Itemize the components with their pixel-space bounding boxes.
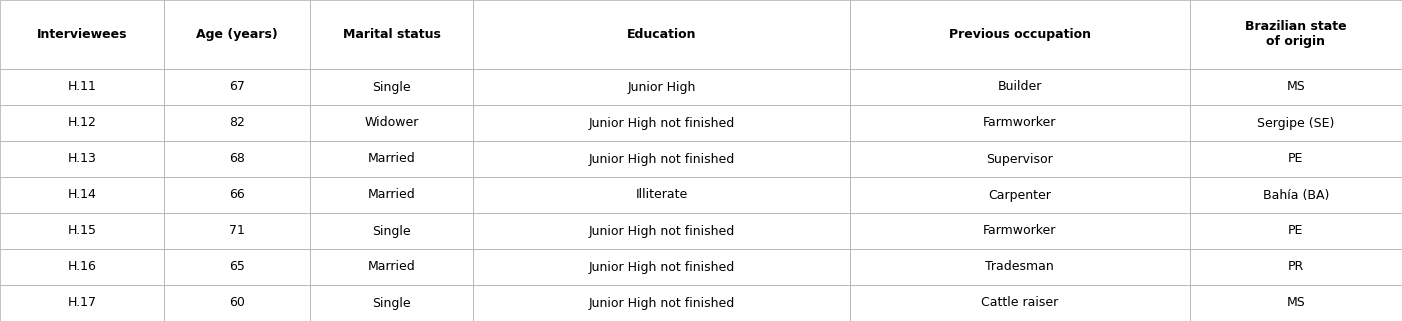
Text: Tradesman: Tradesman — [986, 261, 1054, 273]
Bar — [164, 141, 310, 177]
Bar — [0, 0, 164, 69]
Text: 82: 82 — [229, 117, 244, 129]
Bar — [474, 249, 850, 285]
Text: Carpenter: Carpenter — [988, 188, 1052, 202]
Bar — [310, 213, 474, 249]
Bar — [1189, 141, 1402, 177]
Text: H.17: H.17 — [67, 297, 97, 309]
Text: Junior High: Junior High — [627, 81, 695, 93]
Bar — [164, 0, 310, 69]
Text: PR: PR — [1287, 261, 1304, 273]
Bar — [850, 249, 1189, 285]
Text: H.14: H.14 — [67, 188, 97, 202]
Text: Farmworker: Farmworker — [983, 224, 1056, 238]
Text: Supervisor: Supervisor — [986, 152, 1053, 166]
Text: Farmworker: Farmworker — [983, 117, 1056, 129]
Bar — [850, 105, 1189, 141]
Text: Bahía (BA): Bahía (BA) — [1263, 188, 1329, 202]
Bar — [0, 213, 164, 249]
Bar — [164, 249, 310, 285]
Text: Previous occupation: Previous occupation — [949, 28, 1091, 41]
Text: Married: Married — [367, 261, 415, 273]
Text: 67: 67 — [229, 81, 244, 93]
Bar — [0, 285, 164, 321]
Text: Builder: Builder — [997, 81, 1042, 93]
Text: Cattle raiser: Cattle raiser — [981, 297, 1059, 309]
Bar — [474, 105, 850, 141]
Bar — [0, 141, 164, 177]
Bar — [310, 177, 474, 213]
Text: PE: PE — [1288, 224, 1304, 238]
Bar — [0, 249, 164, 285]
Bar — [474, 285, 850, 321]
Bar — [164, 105, 310, 141]
Text: Interviewees: Interviewees — [36, 28, 128, 41]
Text: H.11: H.11 — [67, 81, 97, 93]
Bar — [310, 141, 474, 177]
Bar — [164, 213, 310, 249]
Bar — [1189, 69, 1402, 105]
Bar — [474, 69, 850, 105]
Text: H.16: H.16 — [67, 261, 97, 273]
Bar — [850, 69, 1189, 105]
Text: 71: 71 — [229, 224, 244, 238]
Text: Junior High not finished: Junior High not finished — [589, 297, 735, 309]
Text: Education: Education — [627, 28, 697, 41]
Text: Brazilian state
of origin: Brazilian state of origin — [1245, 21, 1346, 48]
Bar — [310, 105, 474, 141]
Bar — [0, 69, 164, 105]
Bar — [474, 177, 850, 213]
Bar — [474, 213, 850, 249]
Text: H.13: H.13 — [67, 152, 97, 166]
Bar — [850, 141, 1189, 177]
Text: Junior High not finished: Junior High not finished — [589, 224, 735, 238]
Bar — [850, 177, 1189, 213]
Bar — [850, 0, 1189, 69]
Text: MS: MS — [1287, 81, 1305, 93]
Bar — [310, 69, 474, 105]
Text: H.12: H.12 — [67, 117, 97, 129]
Text: Junior High not finished: Junior High not finished — [589, 152, 735, 166]
Text: Widower: Widower — [365, 117, 419, 129]
Text: MS: MS — [1287, 297, 1305, 309]
Text: 60: 60 — [229, 297, 244, 309]
Text: Illiterate: Illiterate — [635, 188, 687, 202]
Bar — [310, 0, 474, 69]
Bar — [1189, 0, 1402, 69]
Bar — [164, 177, 310, 213]
Text: Single: Single — [372, 297, 411, 309]
Bar — [1189, 285, 1402, 321]
Text: Junior High not finished: Junior High not finished — [589, 117, 735, 129]
Bar — [0, 105, 164, 141]
Text: 68: 68 — [229, 152, 244, 166]
Text: PE: PE — [1288, 152, 1304, 166]
Text: Sergipe (SE): Sergipe (SE) — [1258, 117, 1335, 129]
Bar — [0, 177, 164, 213]
Bar — [164, 69, 310, 105]
Text: Junior High not finished: Junior High not finished — [589, 261, 735, 273]
Text: Marital status: Marital status — [342, 28, 440, 41]
Text: Age (years): Age (years) — [196, 28, 278, 41]
Bar — [474, 141, 850, 177]
Bar — [850, 285, 1189, 321]
Text: Single: Single — [372, 224, 411, 238]
Text: Married: Married — [367, 152, 415, 166]
Bar — [474, 0, 850, 69]
Bar — [1189, 249, 1402, 285]
Bar — [164, 285, 310, 321]
Text: Single: Single — [372, 81, 411, 93]
Bar — [1189, 213, 1402, 249]
Text: Married: Married — [367, 188, 415, 202]
Text: 66: 66 — [229, 188, 244, 202]
Bar — [1189, 177, 1402, 213]
Bar — [310, 249, 474, 285]
Bar — [1189, 105, 1402, 141]
Text: H.15: H.15 — [67, 224, 97, 238]
Bar — [850, 213, 1189, 249]
Bar — [310, 285, 474, 321]
Text: 65: 65 — [229, 261, 244, 273]
